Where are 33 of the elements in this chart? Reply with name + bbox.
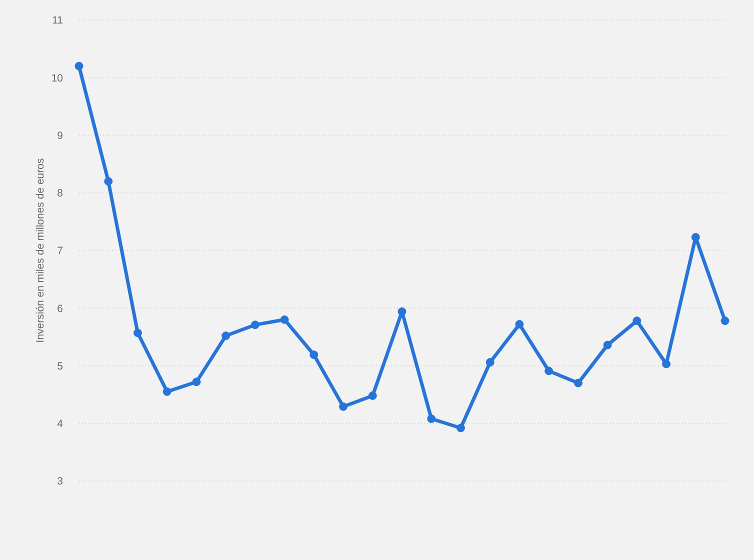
point [104,177,113,186]
point [486,358,494,367]
point [222,332,230,340]
point [368,391,377,400]
point [162,387,172,396]
y-tick-label: 10 [51,72,64,84]
y-axis-title: Inversión en miles de millones de euros [34,158,47,343]
point [662,360,671,368]
point [603,340,612,350]
point [398,307,406,316]
y-tick-label: 7 [57,245,64,258]
point [310,350,318,360]
point [632,316,642,326]
point [339,402,348,411]
point [691,232,700,242]
y-tick-label: 5 [57,360,64,372]
point [192,378,201,386]
point [74,62,84,70]
point [720,316,730,326]
point [133,328,142,338]
y-tick-label: 3 [57,476,64,488]
y-tick-label: 9 [57,130,64,142]
y-tick-label: 4 [57,418,64,430]
point [250,320,260,330]
point [515,320,524,329]
point [456,424,465,432]
y-tick-label: 8 [57,188,64,200]
y-tick-label: 11 [52,14,64,27]
point [574,378,582,388]
point [427,414,436,424]
y-tick-label: 6 [57,302,64,315]
point [280,315,289,324]
point [544,366,554,376]
